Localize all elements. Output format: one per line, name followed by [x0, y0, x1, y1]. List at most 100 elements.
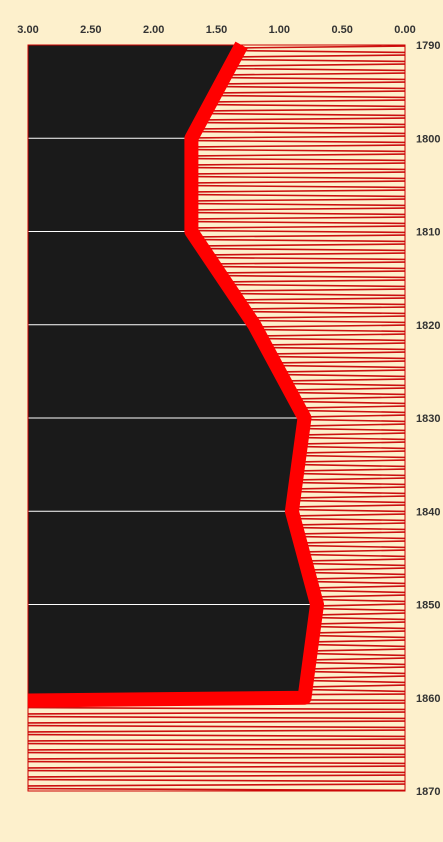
hatch-line — [200, 243, 406, 247]
hatch-line — [291, 508, 406, 513]
hatch-line — [302, 549, 406, 553]
hatch-line — [191, 171, 406, 175]
hatch-line — [208, 103, 406, 108]
hatch-line — [206, 252, 406, 256]
hatch-line — [216, 90, 406, 94]
hatch-line — [209, 256, 406, 261]
hatch-line — [191, 202, 406, 207]
hatch-line — [27, 711, 406, 715]
hatch-line — [239, 301, 406, 306]
hatch-line — [300, 409, 406, 414]
hatch-line — [291, 391, 406, 396]
hatch-line — [279, 369, 406, 373]
y-tick-label: 1810 — [416, 227, 440, 239]
hatch-line — [199, 121, 406, 126]
hatch-line — [27, 738, 406, 742]
hatch-line — [204, 112, 406, 117]
hatch-line — [300, 445, 406, 450]
hatch-line — [292, 513, 406, 517]
hatch-line — [191, 157, 406, 162]
hatch-line — [299, 454, 406, 459]
hatch-line — [240, 45, 406, 49]
hatch-line — [213, 94, 406, 99]
hatch-line — [191, 198, 406, 202]
hatch-line — [191, 135, 406, 139]
hatch-line — [27, 706, 406, 711]
hatch-line — [271, 355, 406, 360]
hatch-line — [191, 193, 406, 198]
hatch-line — [303, 553, 406, 558]
hatch-line — [295, 522, 406, 526]
hatch-line — [191, 229, 406, 234]
hatch-line — [27, 715, 406, 720]
hatch-line — [233, 292, 406, 297]
hatch-line — [221, 81, 406, 85]
hatch-line — [309, 661, 406, 666]
x-tick-label: 3.00 — [17, 24, 38, 36]
hatch-line — [194, 130, 406, 135]
hatch-line — [27, 747, 406, 751]
hatch-line — [27, 733, 406, 738]
hatch-line — [191, 189, 406, 193]
hatch-line — [27, 724, 406, 729]
hatch-line — [257, 328, 406, 333]
hatch-line — [248, 315, 406, 319]
hatch-line — [306, 684, 406, 688]
hatch-line — [27, 769, 406, 774]
hatch-line — [299, 450, 406, 454]
hatch-line — [303, 423, 406, 427]
hatch-line — [293, 396, 406, 400]
hatch-line — [305, 688, 406, 693]
x-tick-label: 1.00 — [269, 24, 290, 36]
hatch-line — [206, 108, 406, 112]
hatch-line — [211, 99, 406, 103]
hatch-line — [191, 207, 406, 211]
hatch-line — [310, 648, 406, 652]
hatch-line — [191, 166, 406, 171]
hatch-line — [235, 54, 406, 58]
hatch-line — [196, 126, 406, 130]
hatch-line — [191, 144, 406, 148]
hatch-line — [276, 364, 406, 369]
hatch-line — [302, 432, 406, 436]
hatch-line — [307, 567, 406, 571]
hatch-line — [266, 346, 406, 351]
hatch-line — [297, 468, 406, 472]
hatch-line — [262, 337, 406, 342]
hatch-line — [191, 175, 406, 180]
hatch-line — [191, 211, 406, 216]
hatch-line — [296, 472, 406, 477]
hatch-line — [313, 625, 406, 630]
hatch-line — [27, 765, 406, 769]
hatch-line — [191, 153, 406, 157]
hatch-line — [293, 499, 406, 504]
hatch-line — [238, 49, 406, 54]
hatch-line — [292, 504, 406, 508]
x-tick-label: 0.50 — [331, 24, 352, 36]
hatch-line — [288, 387, 406, 391]
hatch-line — [311, 643, 406, 648]
hatch-line — [301, 441, 406, 445]
hatch-line — [224, 279, 406, 283]
hatch-line — [286, 382, 406, 387]
hatch-line — [307, 670, 406, 675]
x-tick-label: 2.00 — [143, 24, 164, 36]
hatch-line — [27, 751, 406, 756]
hatch-line — [296, 477, 406, 481]
y-tick-label: 1840 — [416, 506, 440, 518]
hatch-line — [230, 63, 406, 67]
hatch-line — [309, 576, 406, 580]
hatch-line — [294, 517, 406, 522]
hatch-line — [191, 220, 406, 225]
y-tick-label: 1800 — [416, 133, 440, 145]
hatch-line — [269, 351, 406, 355]
hatch-line — [310, 652, 406, 657]
hatch-line — [297, 531, 406, 535]
hatch-line — [191, 225, 406, 229]
x-axis-ticks: 3.00 2.50 2.00 1.50 1.00 0.50 0.00 — [17, 24, 415, 36]
hatch-line — [301, 436, 406, 441]
hatch-line — [315, 598, 406, 603]
hatch-line — [218, 85, 406, 90]
hatch-line — [191, 180, 406, 184]
hatch-line — [316, 607, 406, 612]
